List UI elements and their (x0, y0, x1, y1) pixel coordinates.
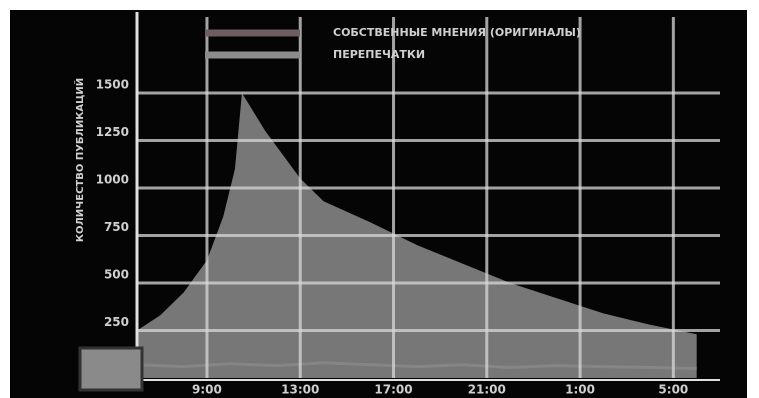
y-tick-label: 500 (104, 268, 129, 282)
logo-box (80, 348, 142, 390)
x-tick-label: 21:00 (468, 383, 506, 397)
x-tick-label: 17:00 (374, 383, 412, 397)
y-tick-label: 1250 (96, 125, 129, 139)
y-tick-label: 1500 (96, 78, 129, 92)
legend-label: СОБСТВЕННЫЕ МНЕНИЯ (ОРИГИНАЛЫ) (333, 26, 581, 39)
x-tick-label: 1:00 (565, 383, 595, 397)
x-tick-label: 5:00 (658, 383, 688, 397)
x-tick-label: 9:00 (192, 383, 222, 397)
x-tick-label: 13:00 (281, 383, 319, 397)
y-tick-label: 250 (104, 315, 129, 329)
y-tick-label: 1000 (96, 173, 129, 187)
y-tick-label: 750 (104, 220, 129, 234)
y-axis-title: КОЛИЧЕСТВО ПУБЛИКАЦИЙ (73, 78, 86, 242)
chart: КОЛИЧЕСТВО ПУБЛИКАЦИЙ 250 500 750 1000 1250 1… (0, 0, 759, 398)
legend-label: ПЕРЕПЕЧАТКИ (333, 48, 425, 61)
